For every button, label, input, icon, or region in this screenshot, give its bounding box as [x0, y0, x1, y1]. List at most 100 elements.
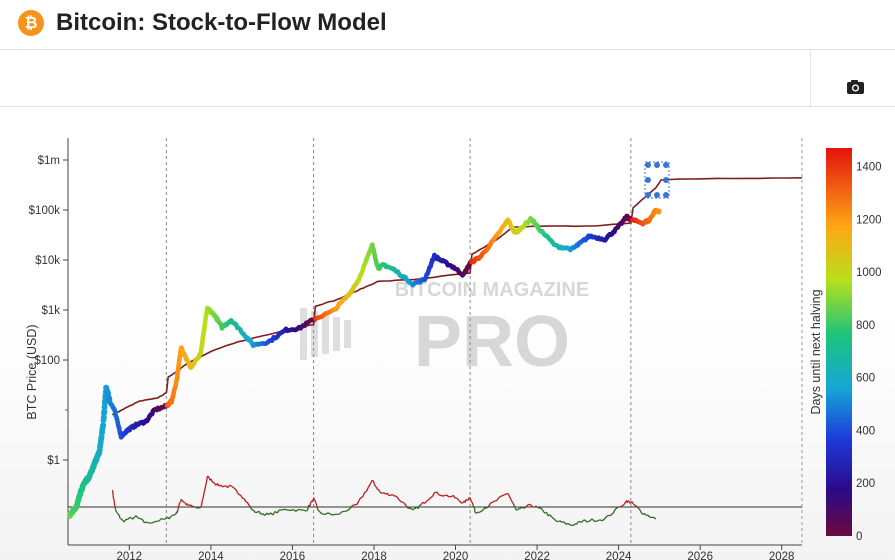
oscillator-segment: [377, 489, 381, 492]
oscillator-segment: [635, 505, 638, 508]
x-tick-label: 2026: [687, 551, 713, 560]
oscillator-segment: [371, 479, 374, 482]
download-image-button[interactable]: [840, 75, 870, 99]
oscillator-segment: [420, 501, 424, 505]
oscillator-segment: [309, 502, 312, 507]
oscillator-segment: [272, 511, 276, 516]
oscillator-segment: [467, 499, 469, 501]
oscillator-segment: [469, 497, 472, 501]
oscillator-segment: [609, 512, 614, 517]
oscillator-segment: [591, 518, 596, 523]
oscillator-segment: [132, 517, 135, 520]
oscillator-segment: [552, 517, 555, 520]
oscillator-segment: [586, 520, 590, 523]
oscillator-segment: [158, 518, 162, 522]
oscillator-segment: [650, 516, 653, 519]
oscillator-segment: [218, 484, 222, 487]
selection-handle: [654, 192, 660, 198]
oscillator-segment: [569, 524, 573, 526]
oscillator-segment: [630, 501, 632, 504]
colorbar-tick-label: 1400: [856, 161, 882, 173]
page-header: ₿ Bitcoin: Stock-to-Flow Model: [0, 0, 895, 50]
y-tick-label: $100k: [29, 205, 61, 217]
oscillator-segment: [143, 521, 146, 524]
oscillator-segment: [220, 484, 224, 488]
oscillator-segment: [453, 495, 456, 499]
selection-handle: [645, 177, 651, 183]
oscillator-segment: [445, 494, 450, 498]
oscillator-segment: [256, 510, 260, 513]
oscillator-segment: [604, 515, 609, 519]
btc-price-series: [66, 207, 662, 519]
oscillator-segment: [239, 494, 242, 497]
selection-handle: [645, 162, 651, 168]
oscillator-segment: [432, 492, 435, 497]
selection-handle: [663, 177, 669, 183]
oscillator-segment: [398, 499, 402, 503]
oscillator-segment: [205, 481, 208, 486]
oscillator-segment: [325, 512, 329, 515]
oscillator-segment: [492, 500, 496, 503]
oscillator-segment: [589, 518, 593, 522]
oscillator-segment: [507, 493, 510, 496]
oscillator-segment: [413, 507, 416, 510]
oscillator-segment: [429, 496, 432, 500]
oscillator-segment: [579, 520, 582, 524]
oscillator-segment: [135, 515, 138, 518]
oscillator-segment: [474, 511, 477, 514]
colorbar-tick-label: 1200: [856, 214, 882, 226]
oscillator-segment: [123, 519, 127, 523]
oscillator-segment: [543, 511, 546, 514]
oscillator-segment: [490, 501, 494, 504]
oscillator-segment: [405, 504, 409, 509]
oscillator-segment: [290, 508, 294, 512]
watermark-mark: [322, 314, 329, 354]
oscillator-segment: [503, 493, 507, 496]
oscillator-segment: [351, 504, 355, 507]
oscillator-segment: [434, 491, 437, 494]
oscillator-segment: [505, 492, 509, 495]
oscillator-segment: [424, 501, 427, 504]
selection-handle: [654, 162, 660, 168]
oscillator-segment: [115, 509, 118, 513]
watermark-mark: [311, 311, 318, 357]
oscillator-segment: [594, 520, 598, 523]
oscillator-segment: [511, 501, 514, 504]
oscillator-segment: [243, 498, 247, 503]
oscillator-segment: [425, 499, 429, 503]
oscillator-segment: [375, 486, 379, 490]
oscillator-segment: [647, 514, 650, 518]
oscillator-segment: [171, 514, 174, 517]
x-tick-label: 2028: [769, 551, 795, 560]
oscillator-segment: [168, 517, 171, 520]
x-tick-label: 2022: [524, 551, 550, 560]
oscillator-segment: [516, 508, 519, 511]
oscillator-segment: [319, 511, 323, 515]
oscillator-segment: [117, 513, 120, 516]
oscillator-segment: [276, 509, 280, 514]
oscillator-segment: [188, 504, 191, 507]
oscillator-segment: [246, 501, 250, 506]
oscillator-segment: [597, 519, 601, 522]
oscillator-segment: [534, 505, 537, 508]
oscillator-segment: [567, 522, 571, 526]
oscillator-segment: [193, 505, 196, 509]
colorbar-tick-label: 1000: [856, 267, 882, 279]
oscillator-segment: [642, 512, 645, 516]
oscillator-segment: [248, 504, 251, 507]
oscillator-segment: [348, 505, 353, 510]
oscillator-segment: [468, 496, 471, 499]
oscillator-segment: [383, 492, 387, 495]
oscillator-segment: [178, 502, 181, 506]
oscillator-segment: [260, 512, 263, 515]
oscillator-segment: [356, 500, 360, 505]
oscillator-segment: [268, 512, 272, 516]
oscillator-segment: [513, 505, 517, 509]
oscillator-segment: [338, 511, 343, 515]
oscillator-segment: [427, 498, 430, 501]
oscillator-segment: [436, 491, 440, 496]
colorbar-tick-label: 0: [856, 531, 862, 543]
oscillator-segment: [364, 490, 367, 494]
oscillator-segment: [652, 516, 655, 519]
oscillator-segment: [475, 511, 479, 514]
